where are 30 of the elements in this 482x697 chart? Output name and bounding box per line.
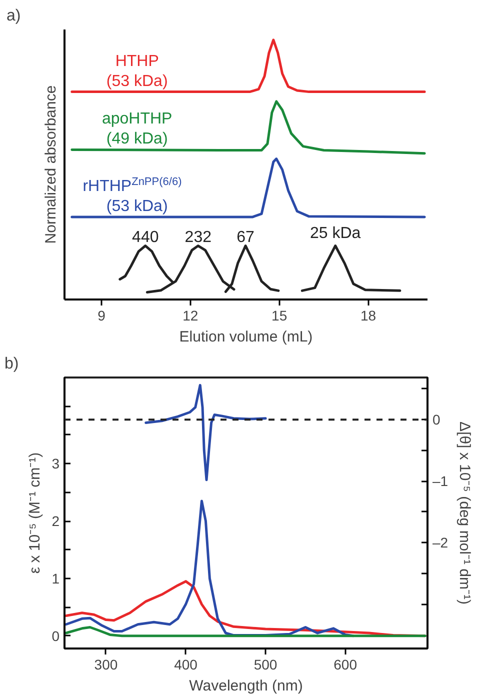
x-tick-label: 400 xyxy=(174,656,198,672)
x-axis-title: Wavelength (nm) xyxy=(189,678,303,694)
y2-tick-label: 0 xyxy=(432,412,440,428)
x-tick-label: 18 xyxy=(360,308,376,324)
x-tick-label: 300 xyxy=(94,656,118,672)
x-tick-label: 12 xyxy=(182,308,198,324)
x-tick-label: 500 xyxy=(254,656,278,672)
series-label: 67 xyxy=(236,228,255,246)
x-tick-label: 9 xyxy=(98,308,106,324)
x-tick-label: 600 xyxy=(334,656,358,672)
y-axis-title: ε x 10⁻⁵ (M⁻¹ cm⁻¹) xyxy=(26,452,44,574)
y-tick-label: 2 xyxy=(52,513,60,530)
y-tick-label: 1 xyxy=(52,570,60,586)
x-tick-label: 15 xyxy=(272,308,288,324)
x-axis-title: Elution volume (mL) xyxy=(179,328,313,346)
y2-tick-label: –1 xyxy=(432,473,448,490)
series-label: 25 kDa xyxy=(310,224,361,242)
y-tick-label: 0 xyxy=(52,628,60,644)
y-tick-label: 3 xyxy=(52,456,60,472)
series-label: apoHTHP (49 kDa) xyxy=(102,110,172,148)
series-label: 232 xyxy=(184,228,212,246)
y2-tick-label: –2 xyxy=(432,534,448,551)
y2-axis-title: Δ[θ] x 10⁻⁵ (deg mol⁻¹ dm⁻¹) xyxy=(456,422,474,604)
line-series xyxy=(64,626,426,638)
series-label: 440 xyxy=(132,228,159,246)
chart-title: b) xyxy=(4,356,19,372)
y-axis-title: Normalized absorbance xyxy=(42,85,60,244)
series-label: HTHP (53 kDa) xyxy=(106,52,168,90)
line-series xyxy=(144,384,267,482)
chart-title: a) xyxy=(6,8,21,24)
